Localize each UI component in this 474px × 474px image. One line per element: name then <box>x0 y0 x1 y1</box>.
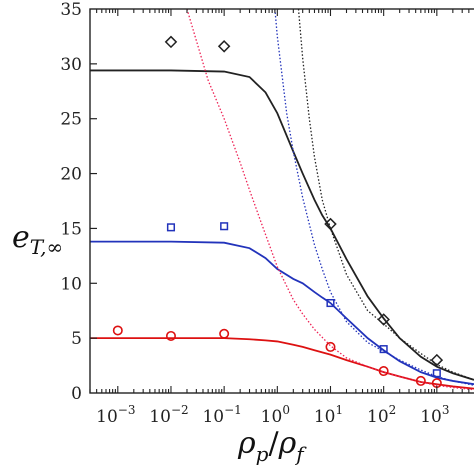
data-point-square <box>379 345 388 354</box>
y-axis-title: eT,∞ <box>12 220 63 259</box>
x-tick-label: 102 <box>367 403 396 427</box>
x-axis-title-den-sub: f <box>294 442 307 466</box>
data-point-circle <box>415 375 426 386</box>
y-tick-label: 10 <box>60 274 82 294</box>
data-point-diamond <box>430 353 444 367</box>
data-point-square <box>166 223 176 232</box>
data-point-diamond <box>324 217 337 231</box>
y-tick-label: 15 <box>60 219 82 239</box>
y-axis: 0 5 10 15 20 25 30 35 <box>60 0 97 404</box>
data-point-square <box>326 298 335 308</box>
x-axis-title-sep: / <box>268 426 279 461</box>
y-tick-label: 35 <box>60 0 82 20</box>
plot-frame <box>89 8 474 394</box>
y-tick-label: 20 <box>60 165 82 185</box>
marker-layer <box>112 35 444 389</box>
data-point-diamond <box>164 35 178 49</box>
data-point-circle <box>378 366 389 377</box>
x-axis-title: ρp/ρf <box>237 426 307 466</box>
data-point-circle <box>219 328 230 339</box>
data-point-circle <box>325 341 336 352</box>
x-axis-title-num: ρ <box>237 426 256 461</box>
x-axis-title-den: ρ <box>278 426 297 461</box>
series-line-4 <box>297 9 474 381</box>
data-point-circle <box>112 325 123 336</box>
x-axis: 10−310−210−110010110210310 <box>89 9 470 427</box>
x-tick-label: 103 <box>420 403 449 427</box>
series-layer <box>90 9 474 391</box>
data-point-diamond <box>377 313 390 326</box>
y-axis-title-sub: T,∞ <box>30 235 63 259</box>
y-tick-label: 0 <box>71 384 82 404</box>
x-tick-label: 10−3 <box>96 403 135 427</box>
x-tick-label: 100 <box>261 403 290 427</box>
x-axis-title-num-sub: p <box>256 442 269 466</box>
data-point-circle <box>165 330 176 341</box>
y-tick-label: 30 <box>60 55 82 75</box>
series-line-6 <box>186 9 474 391</box>
series-line-2 <box>90 240 474 386</box>
data-point-square <box>220 222 229 231</box>
data-point-square <box>432 369 441 378</box>
y-tick-label: 5 <box>71 329 82 349</box>
x-tick-label: 10−2 <box>149 403 188 427</box>
series-line-1 <box>90 69 474 381</box>
series-line-5 <box>274 9 474 386</box>
y-tick-label: 25 <box>60 110 82 130</box>
x-tick-label: 10−1 <box>202 403 241 427</box>
x-tick-label: 101 <box>314 403 343 427</box>
data-point-diamond <box>217 40 231 53</box>
y-axis-title-main: e <box>12 220 30 255</box>
